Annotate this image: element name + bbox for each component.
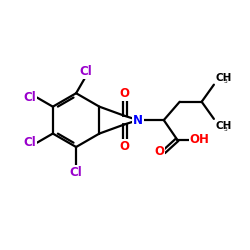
Text: Cl: Cl bbox=[79, 66, 92, 78]
Text: CH: CH bbox=[215, 121, 232, 131]
Text: O: O bbox=[120, 87, 130, 100]
Text: $_3$: $_3$ bbox=[223, 125, 228, 134]
Text: $_3$: $_3$ bbox=[223, 77, 228, 86]
Text: Cl: Cl bbox=[70, 166, 82, 179]
Text: N: N bbox=[133, 114, 143, 126]
Text: O: O bbox=[120, 140, 130, 153]
Text: OH: OH bbox=[190, 133, 210, 146]
Text: O: O bbox=[154, 146, 164, 158]
Text: Cl: Cl bbox=[24, 136, 36, 149]
Text: CH: CH bbox=[215, 73, 232, 83]
Text: Cl: Cl bbox=[24, 91, 36, 104]
